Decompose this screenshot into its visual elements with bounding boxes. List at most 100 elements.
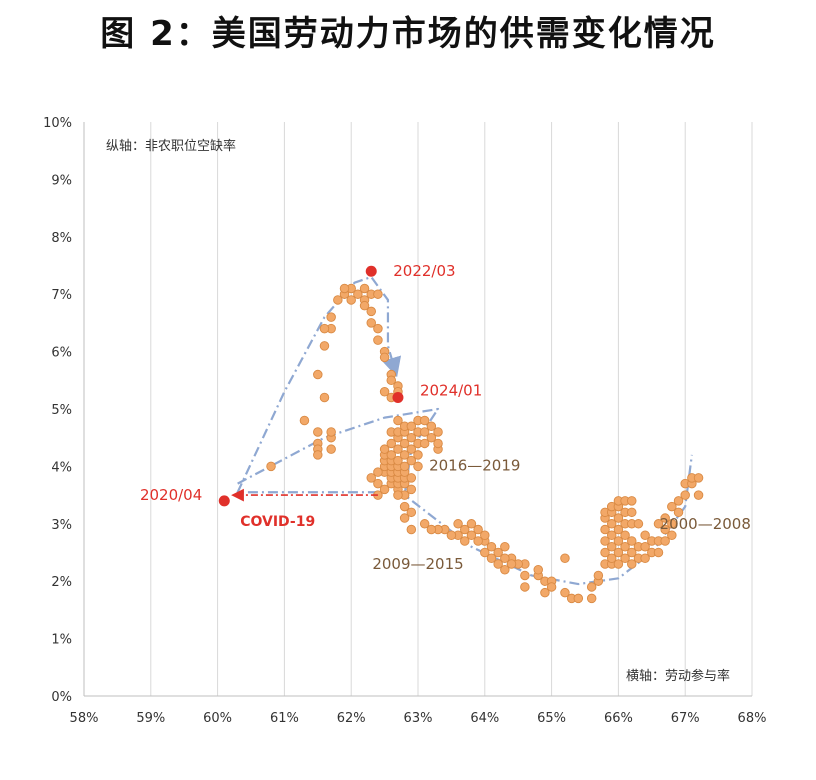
y-tick-label: 9% <box>51 173 72 188</box>
data-point <box>500 564 510 575</box>
data-point <box>473 536 483 546</box>
data-point <box>366 306 376 317</box>
highlight-point <box>392 392 404 404</box>
data-point <box>333 295 343 305</box>
data-point <box>393 490 403 500</box>
data-point <box>373 289 383 299</box>
data-point <box>326 444 336 454</box>
data-point <box>319 392 330 403</box>
data-point <box>627 507 637 518</box>
data-point <box>406 484 417 495</box>
data-point <box>313 427 323 437</box>
data-point <box>379 444 390 454</box>
data-point <box>667 519 677 529</box>
x-tick-label: 58% <box>70 711 99 726</box>
chart-title: 图 2：美国劳动力市场的供需变化情况 <box>100 14 716 54</box>
data-point <box>667 530 677 541</box>
data-point <box>359 283 370 294</box>
data-point <box>299 415 310 426</box>
data-point <box>627 547 637 558</box>
data-point <box>640 553 650 563</box>
data-point <box>393 455 403 466</box>
data-point <box>326 427 336 437</box>
data-point <box>319 323 330 334</box>
data-point <box>460 524 470 535</box>
data-point <box>386 450 397 460</box>
data-point <box>426 432 437 443</box>
y-tick-label: 8% <box>51 231 72 246</box>
y-tick-label: 1% <box>51 633 72 648</box>
data-point <box>406 455 417 466</box>
data-point <box>313 450 323 460</box>
highlight-point <box>218 495 230 507</box>
data-point <box>606 542 617 552</box>
period-label: COVID-19 <box>240 514 315 530</box>
data-point <box>406 473 417 483</box>
data-point <box>653 519 664 529</box>
data-point <box>486 542 497 552</box>
data-point <box>620 553 630 563</box>
x-tick-label: 68% <box>738 711 767 726</box>
data-point <box>520 570 530 581</box>
data-point <box>486 553 497 563</box>
data-point <box>366 318 376 328</box>
data-point <box>620 542 630 552</box>
data-point <box>373 467 383 477</box>
data-point <box>446 530 457 541</box>
data-point <box>426 421 437 431</box>
data-point <box>419 427 430 437</box>
period-label: 2016—2019 <box>429 456 520 474</box>
x-tick-label: 59% <box>136 711 165 726</box>
data-point <box>560 553 570 563</box>
data-point <box>533 564 543 575</box>
data-point <box>319 341 330 351</box>
data-point <box>586 582 597 592</box>
y-tick-label: 7% <box>51 288 72 303</box>
data-point <box>460 536 470 546</box>
data-point <box>606 519 617 529</box>
data-point <box>560 587 570 598</box>
data-point <box>373 323 383 334</box>
data-point <box>339 283 350 294</box>
data-point <box>593 570 604 581</box>
x-tick-label: 66% <box>604 711 633 726</box>
data-point <box>493 559 503 569</box>
data-point <box>399 513 410 523</box>
data-point <box>453 519 463 529</box>
data-point <box>540 587 550 598</box>
data-point <box>673 496 684 506</box>
data-point <box>586 593 597 604</box>
y-tick-label: 4% <box>51 460 72 475</box>
data-point <box>627 559 637 569</box>
data-point <box>413 450 423 460</box>
x-tick-label: 62% <box>337 711 366 726</box>
data-point <box>366 473 376 483</box>
data-point <box>473 524 483 535</box>
data-point <box>379 484 390 495</box>
data-point <box>466 530 477 541</box>
data-point <box>633 519 644 529</box>
y-tick-label: 10% <box>43 116 72 131</box>
data-point <box>399 461 410 472</box>
data-point <box>693 473 704 483</box>
y-axis-caption: 纵轴：非农职位空缺率 <box>106 138 236 154</box>
data-point <box>546 582 557 592</box>
data-point <box>680 490 690 500</box>
data-point <box>359 300 370 311</box>
data-point <box>433 427 443 437</box>
data-point <box>520 582 530 592</box>
x-tick-label: 63% <box>404 711 433 726</box>
data-point <box>419 415 430 426</box>
trend-loop <box>237 407 693 586</box>
data-point <box>386 438 397 449</box>
data-point <box>266 461 276 472</box>
x-tick-label: 67% <box>671 711 700 726</box>
data-point <box>600 536 610 546</box>
data-point <box>393 444 403 454</box>
data-point <box>373 478 383 489</box>
trajectory-arrow <box>236 275 402 494</box>
data-point <box>406 444 417 454</box>
data-point <box>393 415 403 426</box>
data-point <box>353 289 363 299</box>
